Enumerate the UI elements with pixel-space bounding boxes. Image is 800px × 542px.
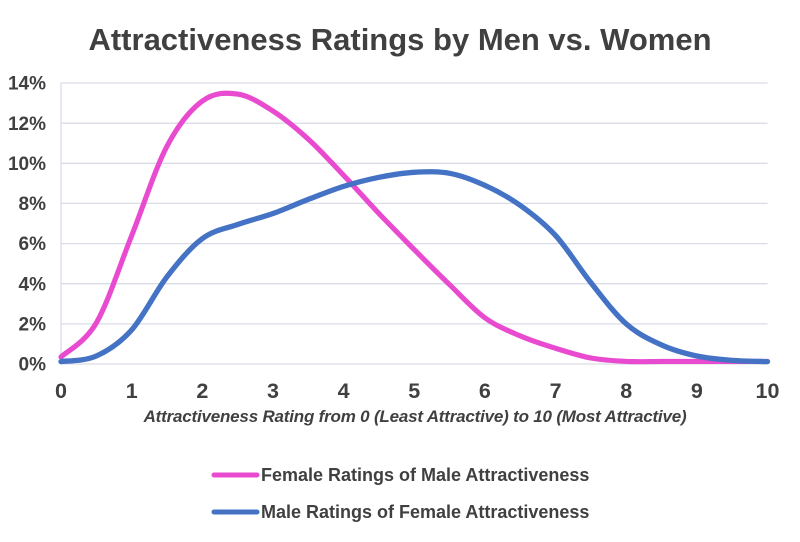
svg-text:0: 0 [55,379,67,403]
svg-text:10: 10 [756,379,780,403]
svg-text:4: 4 [338,379,350,403]
svg-text:Attractiveness Ratings by Men: Attractiveness Ratings by Men vs. Women [88,22,711,57]
svg-text:10%: 10% [8,154,46,175]
svg-text:Female Ratings of Male Attract: Female Ratings of Male Attractiveness [261,465,589,485]
svg-text:2%: 2% [19,315,47,336]
svg-text:0%: 0% [19,355,47,376]
svg-text:4%: 4% [19,274,47,295]
svg-text:1: 1 [126,379,138,403]
svg-text:8: 8 [620,379,632,403]
svg-text:9: 9 [691,379,703,403]
svg-text:8%: 8% [19,194,47,215]
svg-text:Male Ratings of Female Attract: Male Ratings of Female Attractiveness [261,502,589,522]
svg-text:7: 7 [550,379,562,403]
svg-text:3: 3 [267,379,279,403]
svg-text:14%: 14% [8,74,46,95]
svg-text:12%: 12% [8,114,46,135]
svg-text:5: 5 [408,379,420,403]
svg-text:6: 6 [479,379,491,403]
svg-text:Attractiveness Rating from 0 (: Attractiveness Rating from 0 (Least Attr… [143,407,687,426]
svg-text:6%: 6% [19,234,47,255]
svg-text:2: 2 [196,379,208,403]
